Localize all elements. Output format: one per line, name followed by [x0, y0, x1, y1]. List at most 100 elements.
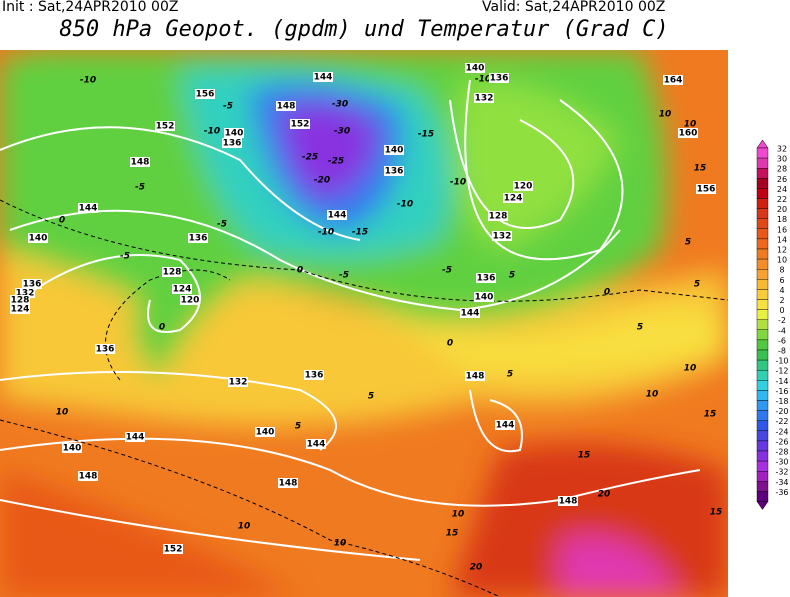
- colorbar-swatch: [756, 481, 769, 492]
- colorbar-swatch: [756, 309, 769, 320]
- contour-label: 15: [694, 164, 707, 174]
- geopotential-contours: [0, 79, 701, 561]
- contour-label: -30: [332, 100, 348, 110]
- contour-label: -10: [318, 228, 334, 238]
- valid-time: Valid: Sat,24APR2010 00Z: [482, 0, 666, 15]
- contour-label: 120: [514, 182, 533, 192]
- colorbar-label: 32: [777, 145, 787, 154]
- contour-label: 5: [507, 370, 513, 380]
- label-box: [696, 184, 716, 194]
- label-box: [306, 439, 326, 449]
- colorbar-label: -2: [778, 316, 786, 325]
- colorbar-swatch: [756, 198, 769, 209]
- contour-label: 156: [196, 90, 215, 100]
- contour-label: 20: [470, 563, 483, 573]
- colorbar-label: -24: [775, 427, 788, 436]
- contour-label: 5: [295, 422, 301, 432]
- colorbar-swatch: [756, 167, 769, 179]
- colorbar-label: 20: [777, 205, 787, 214]
- colorbar-label: 6: [779, 276, 784, 285]
- contour-label: -10: [80, 76, 96, 86]
- colorbar-swatch: [756, 460, 769, 472]
- contour-label: -5: [339, 271, 349, 281]
- contour-label: 10: [659, 110, 672, 120]
- colorbar-swatch: [756, 370, 769, 381]
- label-box: [195, 89, 215, 99]
- map-title: 850 hPa Geopot. (gpdm) und Temperatur (G…: [59, 17, 669, 42]
- colorbar-label: -12: [775, 367, 788, 376]
- colorbar-swatch: [756, 279, 769, 290]
- label-box: [304, 370, 324, 380]
- colorbar-label: 8: [779, 266, 784, 275]
- contour-label: -5: [120, 252, 130, 262]
- contour-label: -15: [352, 228, 368, 238]
- label-box: [290, 119, 310, 129]
- init-time: Init : Sat,24APR2010 00Z: [2, 0, 179, 15]
- contour-label: 152: [156, 122, 175, 132]
- label-box: [489, 73, 509, 83]
- contour-label: 144: [461, 309, 480, 319]
- contour-label: 144: [307, 440, 326, 450]
- colorbar-swatch: [756, 319, 769, 331]
- colorbar-swatch: [756, 410, 769, 421]
- contour-label: 148: [277, 102, 296, 112]
- label-box: [22, 279, 42, 289]
- contour-label: 15: [704, 410, 717, 420]
- colorbar-swatch: [756, 430, 769, 442]
- colorbar-label: 10: [777, 256, 787, 265]
- contour-label: 0: [159, 323, 165, 333]
- contour-label: 136: [385, 167, 404, 177]
- colorbar-arrow-top: [756, 139, 769, 149]
- contour-label: 10: [684, 364, 697, 374]
- contour-label: 10: [238, 522, 251, 532]
- contour-label: 140: [475, 293, 494, 303]
- colorbar-swatch: [756, 390, 769, 401]
- label-box: [163, 544, 183, 554]
- contour-label: 132: [493, 232, 512, 242]
- colorbar-label: 16: [777, 225, 787, 234]
- contour-label: -10: [204, 127, 220, 137]
- contour-label: 124: [173, 285, 192, 295]
- label-box: [224, 128, 244, 138]
- contour-label: 128: [11, 296, 30, 306]
- contour-label: 5: [637, 323, 643, 333]
- label-box: [10, 304, 30, 314]
- contour-label: -25: [328, 157, 344, 167]
- colorbar-label: -6: [778, 336, 786, 345]
- contour-label: -10: [397, 200, 413, 210]
- contour-label: 10: [452, 510, 465, 520]
- contour-label: 144: [496, 421, 515, 431]
- label-box: [313, 72, 333, 82]
- contour-label: 140: [385, 146, 404, 156]
- colorbar-label: 4: [779, 286, 784, 295]
- contour-label: 124: [11, 305, 30, 315]
- label-box: [384, 145, 404, 155]
- colorbar-label: 22: [777, 195, 787, 204]
- colorbar-label: -18: [775, 397, 788, 406]
- colorbar-swatch: [756, 147, 769, 159]
- colorbar-label: -4: [778, 326, 786, 335]
- label-box: [513, 181, 533, 191]
- label-box: [474, 292, 494, 302]
- label-box: [62, 443, 82, 453]
- colorbar-label: -14: [775, 377, 788, 386]
- contour-label: 144: [328, 211, 347, 221]
- label-box: [276, 101, 296, 111]
- colorbar-swatch: [756, 420, 769, 432]
- colorbar-swatch: [756, 349, 769, 361]
- colorbar-swatch: [756, 269, 769, 280]
- contour-label: 132: [475, 94, 494, 104]
- label-box: [327, 210, 347, 220]
- contour-label: -5: [217, 220, 227, 230]
- contour-label: 136: [305, 371, 324, 381]
- colorbar-label: 14: [777, 235, 787, 244]
- label-box: [460, 308, 480, 318]
- label-box: [28, 233, 48, 243]
- label-box: [78, 471, 98, 481]
- label-box: [503, 193, 523, 203]
- contour-label: 10: [646, 390, 659, 400]
- colorbar-swatch: [756, 238, 769, 250]
- label-box: [465, 371, 485, 381]
